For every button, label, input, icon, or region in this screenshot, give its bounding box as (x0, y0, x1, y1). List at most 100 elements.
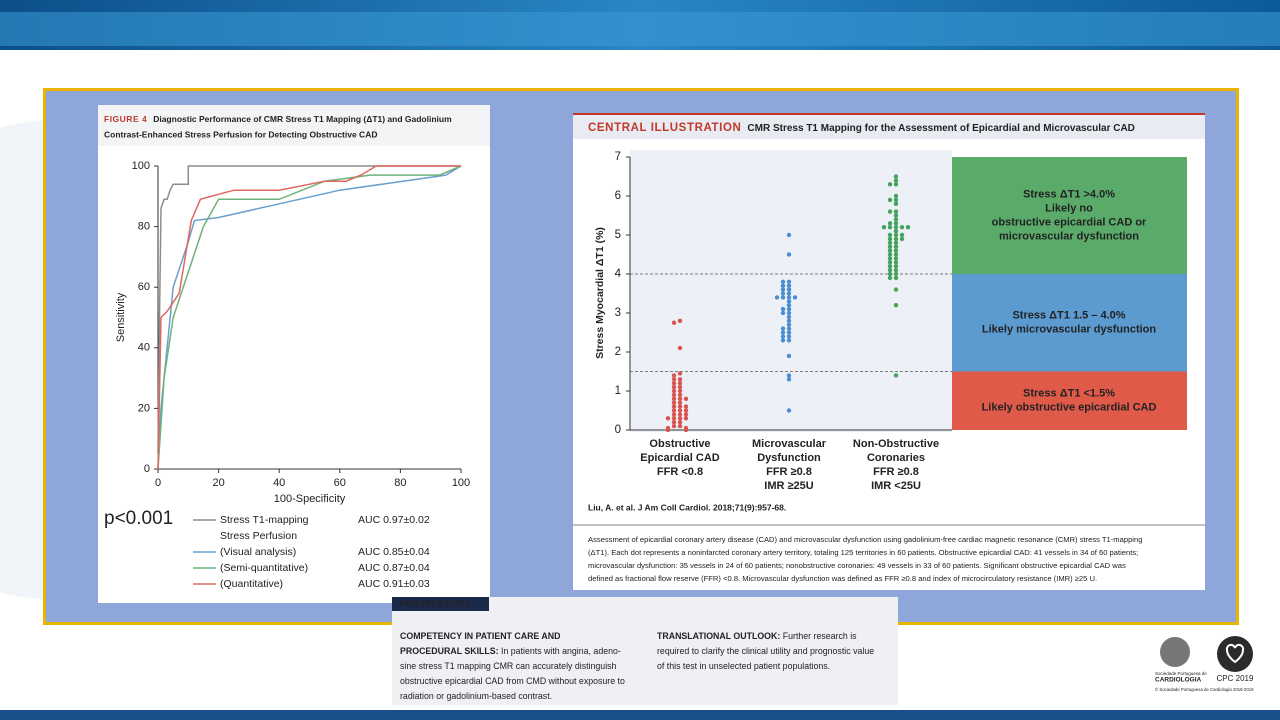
y-tick-label: 80 (138, 221, 150, 233)
dot (893, 252, 899, 257)
region-text: Stress ΔT1 1.5 – 4.0% (1012, 310, 1125, 322)
text-segment: Further research is (780, 631, 857, 641)
region-text: Stress ΔT1 >4.0% (1023, 188, 1115, 200)
dot (893, 213, 899, 218)
dot (677, 392, 683, 398)
perspectives-line: COMPETENCY IN PATIENT CARE AND (400, 631, 560, 641)
bold-segment: COMPETENCY IN PATIENT CARE AND (400, 631, 560, 641)
dot (780, 295, 786, 300)
dot (887, 271, 893, 277)
dot (786, 303, 792, 308)
dot (780, 310, 786, 316)
dot (881, 225, 887, 230)
dot (893, 248, 899, 253)
y-tick-label: 100 (132, 160, 150, 172)
dot (887, 248, 893, 253)
logo-text: Sociedade Portuguesa de (1155, 671, 1207, 676)
dot (786, 291, 792, 296)
y-tick-label: 2 (615, 346, 621, 358)
dot (893, 373, 899, 378)
figure-title-line: Diagnostic Performance of CMR Stress T1 … (153, 114, 452, 124)
dot (893, 182, 899, 187)
dot (683, 427, 689, 433)
x-axis-label: 100-Specificity (274, 493, 346, 505)
dot (786, 334, 792, 339)
logo-mark (1217, 636, 1253, 672)
dot (665, 427, 671, 433)
dot (683, 396, 689, 401)
legend-label: (Semi-quantitative) (220, 562, 308, 574)
dot (683, 416, 689, 421)
region-text: obstructive epicardial CAD or (992, 216, 1147, 228)
perspectives-tab (392, 597, 489, 611)
dot (677, 408, 683, 413)
dot (671, 400, 677, 405)
perspectives-line: of this test in unselected patient popul… (657, 661, 830, 671)
dot (893, 264, 899, 269)
dot (786, 330, 792, 335)
dot (786, 299, 792, 304)
perspectives-line: required to clarify the clinical utility… (657, 646, 874, 656)
dot (887, 275, 893, 281)
perspectives-line: obstructive epicardial CAD from CMD with… (400, 676, 625, 686)
dot (893, 271, 899, 277)
logo-copyright: © Sociedade Portuguesa de Cardiologia 20… (1155, 687, 1254, 692)
dot (786, 252, 792, 257)
header-rule (573, 113, 1205, 115)
y-axis-label: Sensitivity (115, 292, 127, 342)
dot (786, 408, 792, 413)
logo-spc (1160, 637, 1190, 667)
x-tick-label: 60 (334, 477, 346, 489)
dot (677, 318, 683, 323)
dot (786, 377, 792, 382)
dot (893, 244, 899, 249)
logo-heart (1225, 643, 1245, 664)
dot (677, 412, 683, 417)
dot (893, 174, 899, 179)
x-tick-label: 80 (394, 477, 406, 489)
y-axis-label: Stress Myocardial ΔT1 (%) (594, 227, 606, 359)
dot (899, 232, 905, 238)
dot (887, 209, 893, 214)
dot (887, 252, 893, 257)
dot (905, 225, 911, 230)
legend-label: (Quantitative) (220, 578, 283, 590)
dot (671, 373, 677, 378)
dot (780, 306, 786, 312)
dot (671, 396, 677, 401)
dot (677, 396, 683, 401)
dot (780, 338, 786, 343)
x-tick-label: 100 (452, 477, 470, 489)
x-tick-label: 20 (212, 477, 224, 489)
legend-label: Stress T1-mapping (220, 514, 309, 526)
y-tick-label: 60 (138, 281, 150, 293)
dot (887, 260, 893, 265)
legend-auc: AUC 0.91±0.03 (358, 578, 430, 590)
dot (887, 244, 893, 249)
perspectives-line: TRANSLATIONAL OUTLOOK: Further research … (657, 631, 857, 641)
caption-line: microvascular dysfunction: 35 vessels in… (588, 561, 1126, 570)
caption-line: Assessment of epicardial coronary artery… (588, 535, 1142, 544)
category-label: Obstructive (649, 438, 710, 450)
y-tick-label: 40 (138, 342, 150, 354)
dot (786, 373, 792, 378)
category-label: Epicardial CAD (640, 452, 720, 464)
region-text: Stress ΔT1 <1.5% (1023, 388, 1115, 400)
dot (893, 260, 899, 265)
dot (671, 320, 677, 325)
dot (780, 334, 786, 339)
dot (671, 381, 677, 386)
perspectives-heading: PERSPECTIVES (400, 598, 471, 608)
category-label: Non-Obstructive (853, 438, 939, 450)
illustration-title: CENTRAL ILLUSTRATION CMR Stress T1 Mappin… (588, 122, 1135, 134)
dot (893, 225, 899, 230)
dot (677, 420, 683, 425)
dot (671, 388, 677, 394)
region-box (952, 157, 1187, 274)
legend-group: Stress Perfusion (220, 530, 297, 542)
dot (899, 225, 905, 230)
annotation: p<0.001 (104, 508, 173, 529)
y-tick-label: 20 (138, 402, 150, 414)
dot (887, 264, 893, 269)
